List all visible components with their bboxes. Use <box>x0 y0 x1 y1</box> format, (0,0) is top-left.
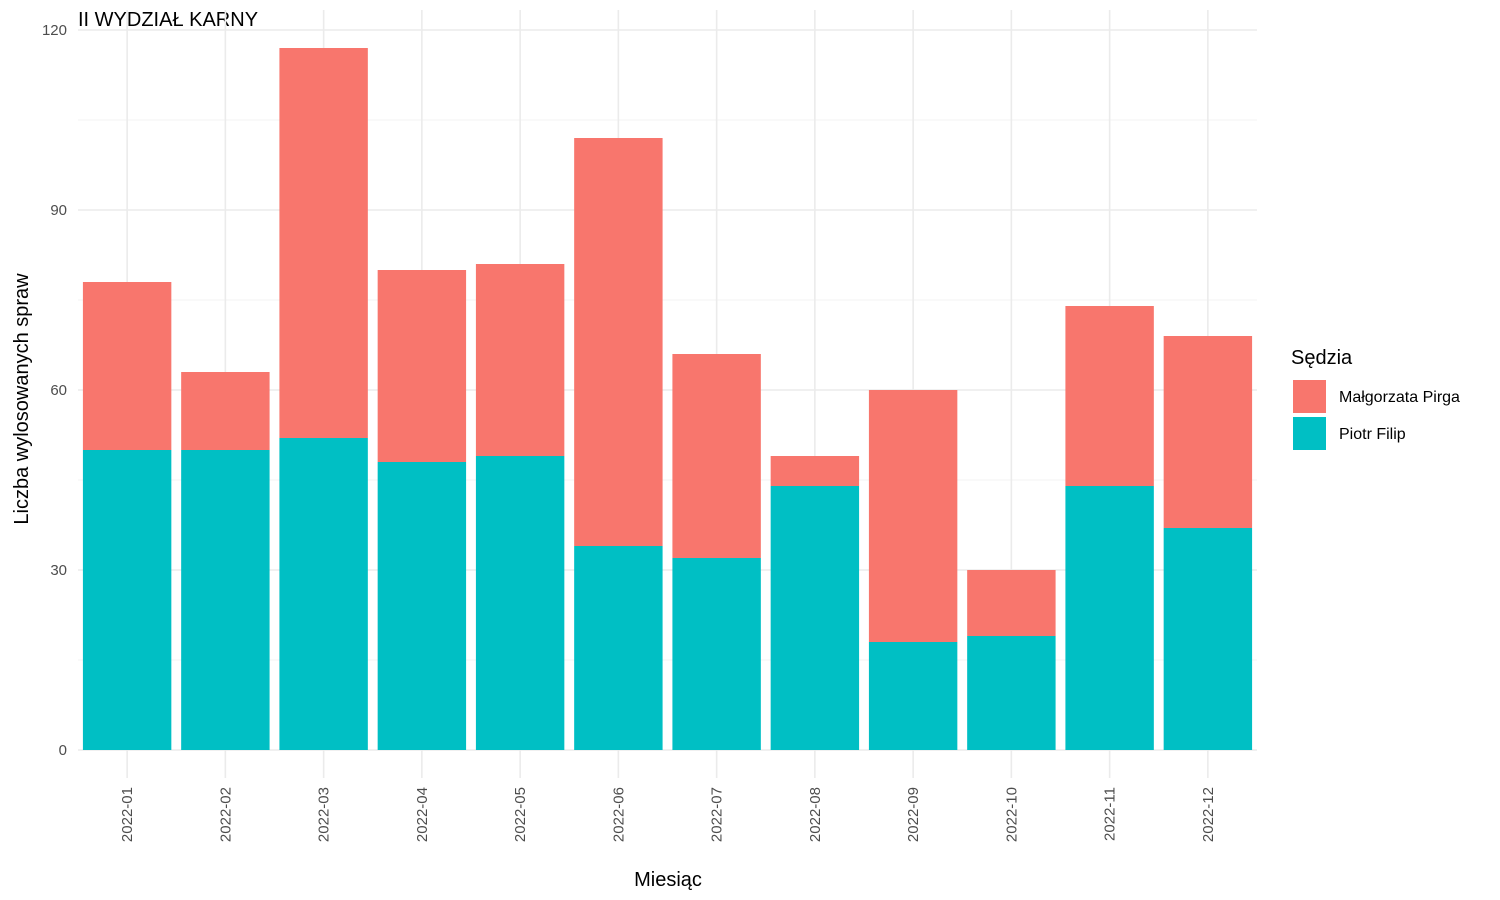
bar-segment <box>181 450 270 750</box>
bar-segment <box>1065 306 1154 486</box>
x-tick-label: 2022-10 <box>1003 787 1020 842</box>
bar-segment <box>475 264 565 456</box>
x-tick-label: 2022-05 <box>512 787 529 842</box>
y-tick-label: 120 <box>42 22 67 39</box>
bar-segment <box>868 390 958 642</box>
x-tick-label: 2022-07 <box>709 787 726 842</box>
bar-segment <box>574 138 663 546</box>
bars <box>82 48 1253 750</box>
y-tick-label: 60 <box>50 382 67 399</box>
bar-segment <box>475 456 565 750</box>
chart-title: II WYDZIAŁ KARNY <box>78 9 258 31</box>
y-tick-label: 90 <box>50 202 67 219</box>
bar-segment <box>967 636 1056 750</box>
bar-segment <box>181 372 270 450</box>
bar-segment <box>82 450 172 750</box>
bar-segment <box>574 546 663 750</box>
x-tick-label: 2022-02 <box>217 787 234 842</box>
bar-segment <box>868 642 958 750</box>
bar-segment <box>770 486 860 750</box>
x-tick-label: 2022-03 <box>316 787 333 842</box>
x-axis-title: Miesiąc <box>634 869 702 891</box>
x-axis-ticks: 2022-01 2022-02 2022-03 2022-04 2022-05 2022-… <box>119 787 1217 842</box>
bar-segment <box>279 48 368 438</box>
bar-segment <box>1065 486 1154 750</box>
x-tick-label: 2022-04 <box>414 787 431 842</box>
y-axis-title: Liczba wylosowanych spraw <box>11 273 33 525</box>
x-tick-label: 2022-11 <box>1102 787 1119 841</box>
y-tick-label: 30 <box>50 562 67 579</box>
legend-title: Sędzia <box>1291 347 1353 369</box>
bar-segment <box>1163 528 1253 750</box>
bar-segment <box>672 354 761 558</box>
bar-segment <box>82 282 172 450</box>
bar-segment <box>279 438 368 750</box>
bar-segment <box>770 456 860 486</box>
bar-segment <box>1163 336 1253 528</box>
y-tick-label: 0 <box>59 742 67 759</box>
bar-segment <box>672 558 761 750</box>
legend-swatch <box>1293 380 1326 413</box>
legend-label: Piotr Filip <box>1339 426 1406 443</box>
bar-segment <box>377 462 467 750</box>
legend-label: Małgorzata Pirga <box>1339 389 1460 406</box>
x-tick-label: 2022-08 <box>807 787 824 842</box>
legend: Sędzia Małgorzata Pirga Piotr Filip <box>1291 347 1460 450</box>
bar-segment <box>377 270 467 462</box>
bar-segment <box>967 570 1056 636</box>
x-tick-label: 2022-06 <box>610 787 627 842</box>
x-tick-label: 2022-01 <box>119 787 136 842</box>
x-tick-label: 2022-09 <box>905 787 922 842</box>
y-axis-ticks: 0 30 60 90 120 <box>42 22 67 759</box>
legend-swatch <box>1293 417 1326 450</box>
x-tick-label: 2022-12 <box>1200 787 1217 842</box>
